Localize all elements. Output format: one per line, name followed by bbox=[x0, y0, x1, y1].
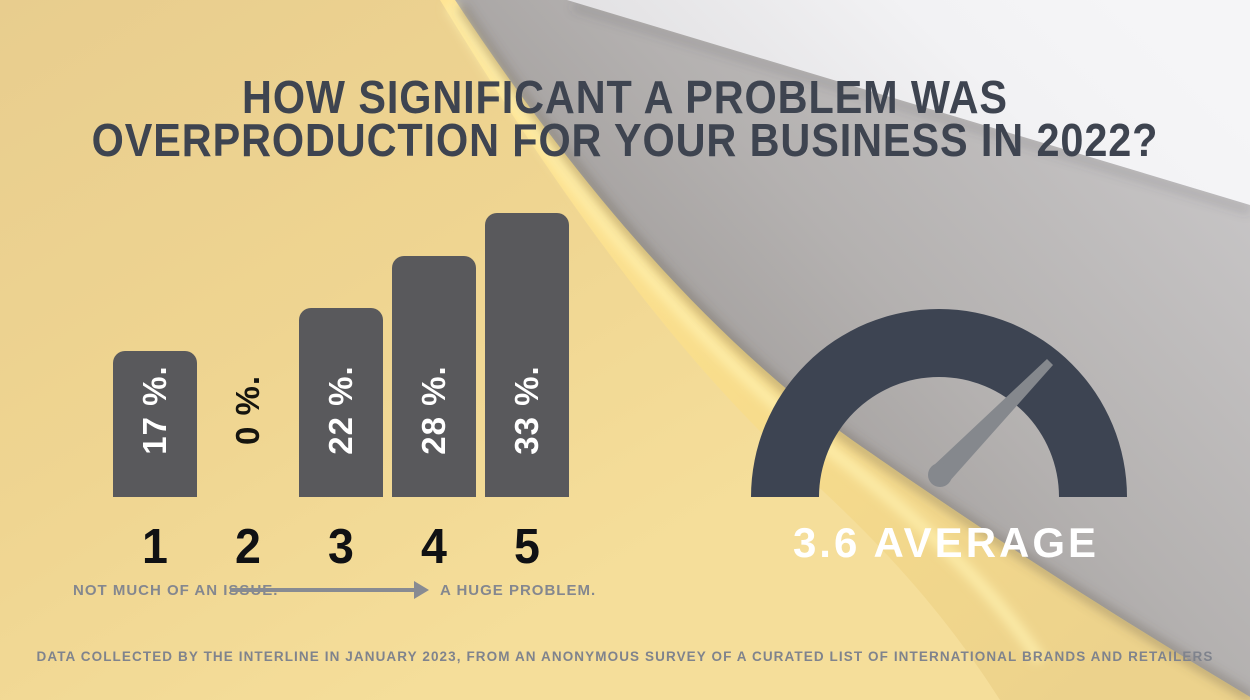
light-sheet-shadow bbox=[571, 1, 1250, 215]
bar-value-label: 28 %. bbox=[415, 365, 452, 455]
x-axis-tick-label: 3 bbox=[328, 520, 354, 574]
scale-label-low: NOT MUCH OF AN ISSUE. bbox=[73, 582, 279, 599]
light-sheet bbox=[567, 0, 1250, 205]
title-line-2: OVERPRODUCTION FOR YOUR BUSINESS IN 2022… bbox=[91, 114, 1159, 166]
scale-arrow-line bbox=[230, 588, 416, 592]
bar bbox=[299, 308, 383, 497]
stripe-shadow bbox=[456, 3, 1250, 700]
gauge-average-label: 3.6 AVERAGE bbox=[792, 519, 1100, 566]
bar-value-label: 17 %. bbox=[136, 365, 173, 455]
scale-label-high: A HUGE PROBLEM. bbox=[440, 582, 597, 599]
bar bbox=[485, 213, 569, 497]
x-axis-tick-label: 4 bbox=[421, 520, 447, 574]
title-line-1: HOW SIGNIFICANT A PROBLEM WAS bbox=[242, 71, 1008, 123]
bar-value-label: 22 %. bbox=[322, 365, 359, 455]
scale-arrow-head-icon bbox=[414, 581, 429, 599]
gauge-arc bbox=[751, 309, 1127, 497]
gauge-needle-pivot bbox=[928, 463, 952, 487]
bar-value-label: 33 %. bbox=[508, 365, 545, 455]
x-axis-tick-label: 5 bbox=[514, 520, 540, 574]
page-title: HOW SIGNIFICANT A PROBLEM WAS OVERPRODUC… bbox=[63, 71, 1188, 166]
x-axis-tick-label: 1 bbox=[142, 520, 168, 574]
bar-value-label: 0 %. bbox=[229, 374, 266, 446]
data-source-note: DATA COLLECTED BY THE INTERLINE IN JANUA… bbox=[36, 649, 1214, 664]
x-axis-tick-label: 2 bbox=[235, 520, 261, 574]
bar bbox=[392, 256, 476, 497]
bar bbox=[113, 351, 197, 497]
gauge-needle bbox=[932, 359, 1053, 483]
